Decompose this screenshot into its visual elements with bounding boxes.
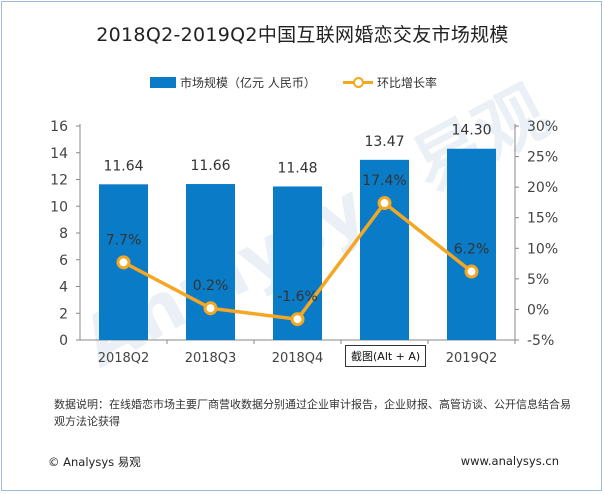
screenshot-tooltip: 截图(Alt + A) — [345, 345, 427, 367]
y-tick-label-right: 30% — [527, 119, 558, 135]
y-tick-label-right: 20% — [527, 180, 558, 196]
legend-line-swatch — [343, 77, 373, 88]
y-tick-label-left: 8 — [59, 226, 68, 242]
y-tick-label-right: 0% — [527, 302, 549, 318]
legend-item-bar: 市场规模（亿元 人民币） — [150, 74, 316, 91]
legend-bar-swatch — [150, 77, 176, 88]
x-tick-label: 2018Q3 — [185, 351, 237, 366]
growth-value-label: 17.4% — [362, 173, 406, 189]
y-tick-label-left: 10 — [50, 199, 68, 215]
y-tick-label-left: 16 — [50, 119, 68, 135]
bar-value-label: 11.66 — [190, 158, 230, 174]
legend-line-label: 环比增长率 — [377, 76, 438, 90]
footer-url: www.analysys.cn — [460, 454, 559, 468]
y-tick-label-right: 25% — [527, 150, 558, 166]
growth-point-2019Q2 — [464, 264, 479, 279]
growth-point-2019Q1 — [377, 196, 392, 211]
chart-title: 2018Q2-2019Q2中国互联网婚恋交友市场规模 — [96, 24, 509, 46]
y-tick-label-left: 2 — [59, 306, 68, 322]
data-note: 数据说明：在线婚恋市场主要厂商营收数据分别通过企业审计报告，企业财报、高管访谈、… — [54, 398, 571, 428]
y-tick-label-left: 4 — [59, 280, 68, 296]
bar-2018Q3 — [186, 184, 235, 340]
growth-point-2018Q2 — [116, 255, 131, 270]
growth-value-label: -1.6% — [277, 289, 318, 305]
y-tick-label-left: 12 — [50, 173, 68, 189]
growth-point-2018Q3 — [203, 301, 218, 316]
legend-bar-label: 市场规模（亿元 人民币） — [180, 76, 316, 90]
y-tick-label-left: 6 — [59, 253, 68, 269]
legend-item-line: 环比增长率 — [343, 74, 437, 91]
y-tick-label-right: 10% — [527, 241, 558, 257]
bar-2019Q1 — [360, 159, 409, 340]
y-tick-label-right: 5% — [527, 272, 549, 288]
growth-point-2018Q4 — [290, 312, 305, 327]
growth-value-label: 6.2% — [454, 242, 490, 258]
bar-value-label: 13.47 — [364, 134, 404, 150]
bar-value-label: 11.64 — [103, 158, 143, 174]
x-tick-label: 2018Q4 — [272, 351, 324, 366]
y-tick-label-right: -5% — [527, 333, 554, 349]
bar-value-label: 14.30 — [451, 123, 491, 139]
y-tick-label-right: 15% — [527, 211, 558, 227]
chart-legend: 市场规模（亿元 人民币） 环比增长率 — [0, 74, 605, 94]
x-tick-label: 2018Q2 — [98, 351, 150, 366]
footer-copyright: © Analysys 易观 — [48, 455, 141, 469]
bar-2019Q2 — [447, 148, 496, 340]
x-tick-label: 2019Q2 — [446, 351, 498, 366]
growth-value-label: 7.7% — [106, 232, 142, 248]
y-tick-label-left: 14 — [50, 146, 68, 162]
y-tick-label-left: 0 — [59, 333, 68, 349]
bar-value-label: 11.48 — [277, 160, 317, 176]
growth-value-label: 0.2% — [193, 278, 229, 294]
